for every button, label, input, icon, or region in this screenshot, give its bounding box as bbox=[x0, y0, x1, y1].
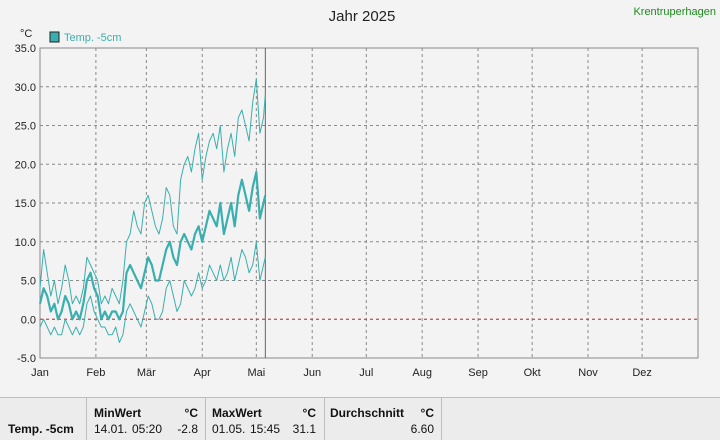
x-tick-label: Nov bbox=[578, 367, 598, 379]
x-tick-label: Mär bbox=[137, 367, 156, 379]
x-tick-label: Jun bbox=[303, 367, 321, 379]
x-tick-label: Okt bbox=[524, 367, 541, 379]
x-tick-label: Feb bbox=[86, 367, 105, 379]
y-tick-label: 5.0 bbox=[21, 276, 36, 288]
average-unit: °C bbox=[420, 406, 434, 420]
statistics-bar: Temp. -5cm MinWert °C 14.01. 05:20 -2.8 … bbox=[0, 397, 720, 440]
x-tick-label: Jan bbox=[31, 367, 49, 379]
min-time: 05:20 bbox=[132, 422, 163, 436]
min-unit: °C bbox=[184, 406, 198, 420]
legend-label: Temp. -5cm bbox=[64, 32, 121, 44]
stats-row-label-cell: Temp. -5cm bbox=[0, 398, 87, 440]
average-value: 6.60 bbox=[410, 422, 434, 436]
max-value: 31.1 bbox=[292, 422, 316, 436]
y-tick-label: -5.0 bbox=[17, 353, 36, 365]
min-header: MinWert bbox=[94, 406, 142, 420]
y-axis-ticks: -5.0 0.0 5.0 10.0 15.0 20.0 25.0 30.0 35.0 bbox=[15, 43, 36, 365]
y-tick-label: 35.0 bbox=[15, 43, 36, 55]
y-axis-unit: °C bbox=[20, 28, 32, 40]
x-tick-label: Dez bbox=[632, 367, 652, 379]
max-header: MaxWert bbox=[212, 406, 262, 420]
series-line-max bbox=[39, 78, 266, 305]
min-value: -2.8 bbox=[177, 422, 198, 436]
max-value-cell: MaxWert °C 01.05. 15:45 31.1 bbox=[206, 398, 325, 440]
x-tick-label: Jul bbox=[359, 367, 373, 379]
legend-swatch bbox=[49, 31, 60, 43]
series-line-mean bbox=[38, 170, 267, 321]
min-value-cell: MinWert °C 14.01. 05:20 -2.8 bbox=[87, 398, 206, 440]
x-tick-label: Apr bbox=[194, 367, 211, 379]
y-tick-label: 30.0 bbox=[15, 82, 36, 94]
series-lines bbox=[38, 78, 267, 343]
average-cell: Durchschnitt °C 6.60 bbox=[325, 398, 442, 440]
average-header: Durchschnitt bbox=[330, 406, 405, 420]
x-tick-label: Aug bbox=[412, 367, 432, 379]
y-tick-label: 10.0 bbox=[15, 237, 36, 249]
y-tick-label: 15.0 bbox=[15, 198, 36, 210]
series-line-min bbox=[39, 241, 266, 343]
y-tick-label: 20.0 bbox=[15, 159, 36, 171]
min-date: 14.01. bbox=[94, 422, 128, 436]
y-tick-label: 0.0 bbox=[21, 314, 36, 326]
station-name: Krentruperhagen bbox=[633, 6, 716, 18]
y-tick-label: 25.0 bbox=[15, 121, 36, 133]
x-tick-label: Sep bbox=[468, 367, 488, 379]
max-unit: °C bbox=[302, 406, 316, 420]
temperature-chart: -5.0 0.0 5.0 10.0 15.0 20.0 25.0 30.0 35.0 Jan Fe… bbox=[15, 8, 699, 379]
chart-title: Jahr 2025 bbox=[329, 8, 396, 25]
x-tick-label: Mai bbox=[247, 367, 265, 379]
max-date: 01.05. bbox=[212, 422, 246, 436]
max-time: 15:45 bbox=[250, 422, 281, 436]
stats-row-label: Temp. -5cm bbox=[8, 422, 74, 436]
x-axis-ticks: Jan Feb Mär Apr Mai Jun Jul Aug Sep Okt Nov Dez bbox=[31, 367, 652, 379]
